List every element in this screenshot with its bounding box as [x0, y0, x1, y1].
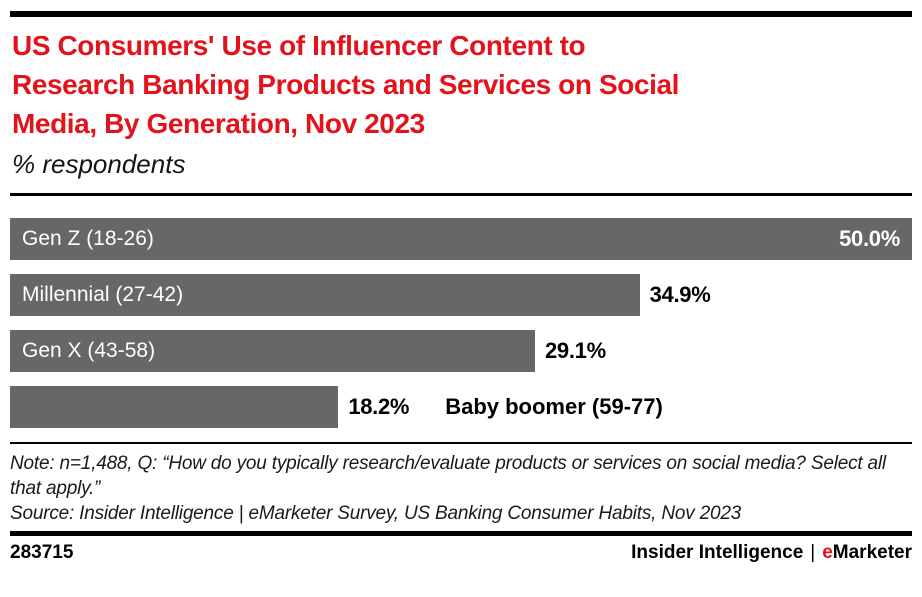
brand-insider-intelligence: Insider Intelligence [631, 542, 804, 563]
note-divider-rule [10, 442, 912, 444]
note-text: Note: n=1,488, Q: “How do you typically … [10, 453, 886, 499]
bar-millennial: Millennial (27-42) [10, 274, 640, 316]
bar-row-gen-x: Gen X (43-58) 29.1% [10, 330, 912, 372]
bar-value-label-gen-x: 29.1% [544, 338, 606, 363]
source-text: Source: Insider Intelligence | eMarketer… [10, 503, 742, 524]
footer-divider-bar [10, 531, 912, 536]
chart-title-line-1: US Consumers' Use of Influencer Content … [12, 30, 586, 61]
chart-id: 283715 [10, 542, 74, 563]
brand-lockup: Insider Intelligence | eMarketer [631, 542, 912, 564]
bar-value-label-gen-z: 50.0% [839, 226, 900, 251]
brand-emarketer: eMarketer [822, 542, 912, 564]
brand-emarketer-rest: Marketer [832, 542, 912, 563]
header-divider-rule [10, 193, 912, 196]
bar-chart: Gen Z (18-26) 50.0% Millennial (27-42) 3… [10, 218, 912, 428]
bar-category-label-gen-z: Gen Z (18-26) [22, 227, 154, 250]
bar-category-label-gen-x: Gen X (43-58) [22, 339, 156, 362]
bar-value-label-millennial: 34.9% [649, 282, 711, 307]
bar-value-label-baby-boomer: 18.2% [348, 394, 410, 419]
chart-subtitle: % respondents [12, 149, 186, 179]
bar-row-millennial: Millennial (27-42) 34.9% [10, 274, 912, 316]
footer: 283715 Insider Intelligence | eMarketer [10, 542, 912, 564]
chart-card: US Consumers' Use of Influencer Content … [0, 11, 922, 564]
top-divider-bar [10, 11, 912, 17]
chart-title-line-2: Research Banking Products and Services o… [12, 69, 680, 100]
brand-separator: | [810, 542, 816, 563]
chart-title: US Consumers' Use of Influencer Content … [12, 26, 912, 143]
bar-row-gen-z: Gen Z (18-26) 50.0% [10, 218, 912, 260]
brand-emarketer-e: e [822, 542, 833, 563]
bar-row-baby-boomer: 18.2% Baby boomer (59-77) [10, 386, 912, 428]
chart-title-line-3: Media, By Generation, Nov 2023 [12, 108, 425, 139]
bar-baby-boomer [10, 386, 339, 428]
bar-gen-x: Gen X (43-58) [10, 330, 535, 372]
footnotes: Note: n=1,488, Q: “How do you typically … [10, 451, 912, 526]
bar-gen-z: Gen Z (18-26) 50.0% [10, 218, 912, 260]
bar-category-label-baby-boomer: Baby boomer (59-77) [445, 394, 663, 419]
bar-category-label-millennial: Millennial (27-42) [22, 283, 184, 306]
